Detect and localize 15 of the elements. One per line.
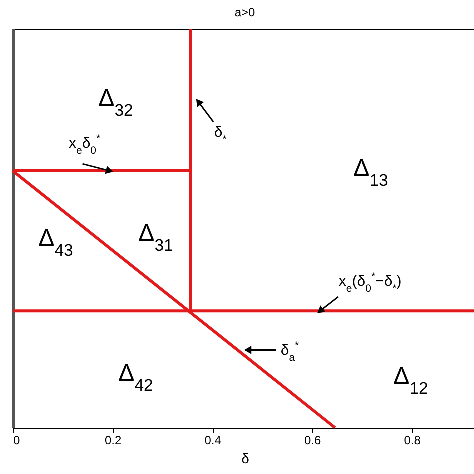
x-tick-label: 0.4: [204, 434, 222, 448]
annotation: Δ$_{31}$: [138, 220, 174, 254]
annotation: x$_{e}$(δ$_{0}$$^{*}$−δ$_{*}$): [338, 271, 402, 296]
annotation: δ$_{*}$: [214, 124, 227, 146]
x-tick-label: 0.6: [304, 434, 322, 448]
x-axis-title: δ: [242, 450, 250, 466]
chart-title: a>0: [234, 6, 256, 20]
x-tick-label: 0.8: [404, 434, 422, 448]
annotation: Δ$_{32}$: [98, 85, 134, 120]
annotation: Δ$_{42}$: [118, 360, 154, 394]
annotation: Δ$_{13}$: [354, 155, 388, 190]
annotation: Δ$_{12}$: [394, 363, 428, 398]
x-tick-label: 0.2: [104, 434, 122, 448]
x-tick-label: 0: [14, 434, 20, 448]
annotation: Δ$_{43}$: [38, 225, 74, 260]
